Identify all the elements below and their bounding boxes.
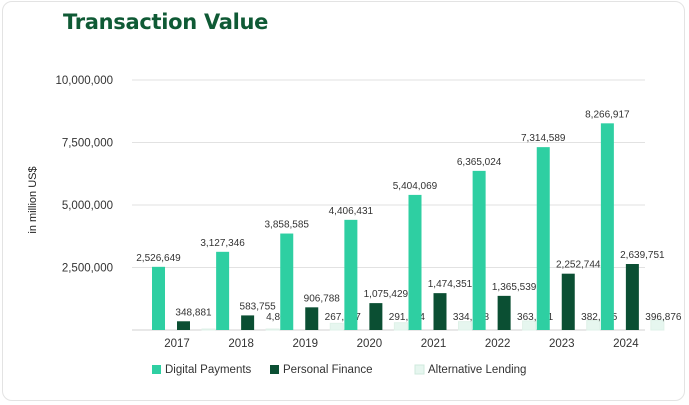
legend-label: Digital Payments — [165, 364, 252, 376]
bar-personal-finance — [177, 321, 190, 330]
bar-alternative-lending — [393, 322, 408, 331]
data-label: 267,137 — [325, 312, 362, 323]
data-label: 3,127,346 — [200, 238, 245, 249]
y-tick-label: 7,500,000 — [62, 138, 113, 150]
legend-swatch — [414, 364, 425, 375]
bar-alternative-lending — [201, 328, 216, 331]
x-tick-label: 2019 — [292, 338, 318, 350]
y-tick-label: 5,000,000 — [62, 200, 113, 212]
bar-personal-finance — [561, 273, 575, 330]
data-label: 5,404,069 — [393, 181, 438, 192]
x-tick-label: 2018 — [228, 338, 254, 350]
bar-personal-finance — [305, 307, 319, 330]
bar-alternative-lending — [265, 328, 280, 331]
bar-digital-payments — [408, 194, 422, 330]
chart-title: Transaction Value — [63, 10, 269, 34]
data-label: 363,591 — [517, 312, 554, 323]
bar-digital-payments — [600, 123, 614, 330]
data-label: 396,876 — [645, 312, 682, 323]
data-label: 4,808 — [266, 312, 291, 323]
bar-alternative-lending — [458, 321, 472, 331]
legend-label: Personal Finance — [283, 364, 373, 376]
x-tick-label: 2021 — [421, 338, 447, 350]
data-label: 1,474,351 — [428, 279, 473, 290]
data-label: 348,881 — [175, 307, 212, 318]
bar-alternative-lending — [329, 322, 344, 331]
data-label: 6,365,024 — [457, 157, 502, 168]
data-label: 382,685 — [581, 312, 618, 323]
y-axis-title: in million US$ — [27, 166, 39, 233]
data-label: 2,526,649 — [136, 253, 181, 264]
data-label: 3,858,585 — [265, 220, 310, 231]
data-label: 906,788 — [304, 293, 341, 304]
bar-alternative-lending — [522, 320, 537, 331]
x-tick-label: 2023 — [549, 338, 575, 350]
bar-alternative-lending — [586, 319, 601, 331]
chart-card: Transaction Value — [2, 1, 685, 401]
bar-personal-finance — [433, 293, 447, 330]
data-label: 4,406,431 — [329, 206, 374, 217]
bar-digital-payments — [472, 170, 486, 330]
data-label: 291,474 — [389, 312, 426, 323]
y-tick-label: 2,500,000 — [62, 263, 113, 275]
x-tick-label: 2024 — [613, 338, 639, 350]
data-label: 1,075,429 — [364, 289, 409, 300]
bar-personal-finance — [497, 295, 511, 330]
bar-digital-payments — [280, 233, 294, 330]
bar-personal-finance — [241, 315, 255, 330]
bar-digital-payments — [216, 251, 230, 330]
bar-digital-payments — [344, 219, 358, 330]
x-tick-label: 2022 — [485, 338, 511, 350]
data-label: 2,252,744 — [556, 260, 601, 271]
data-label: 2,639,751 — [620, 250, 665, 261]
data-label: 1,365,539 — [492, 282, 537, 293]
bar-personal-finance — [625, 264, 639, 330]
bar-personal-finance — [369, 303, 383, 330]
data-label: 334,278 — [453, 312, 490, 323]
data-label: 583,755 — [240, 301, 277, 312]
legend-label: Alternative Lending — [428, 364, 526, 376]
bar-alternative-lending — [650, 319, 665, 331]
data-label: 8,266,917 — [585, 109, 630, 120]
bar-digital-payments — [536, 147, 550, 330]
data-label: 7,314,589 — [521, 133, 566, 144]
legend-swatch — [152, 365, 161, 374]
bar-digital-payments — [152, 266, 165, 330]
y-tick-label: 10,000,000 — [55, 75, 113, 87]
legend-swatch — [270, 365, 279, 374]
x-tick-label: 2017 — [164, 338, 190, 350]
x-tick-label: 2020 — [357, 338, 383, 350]
